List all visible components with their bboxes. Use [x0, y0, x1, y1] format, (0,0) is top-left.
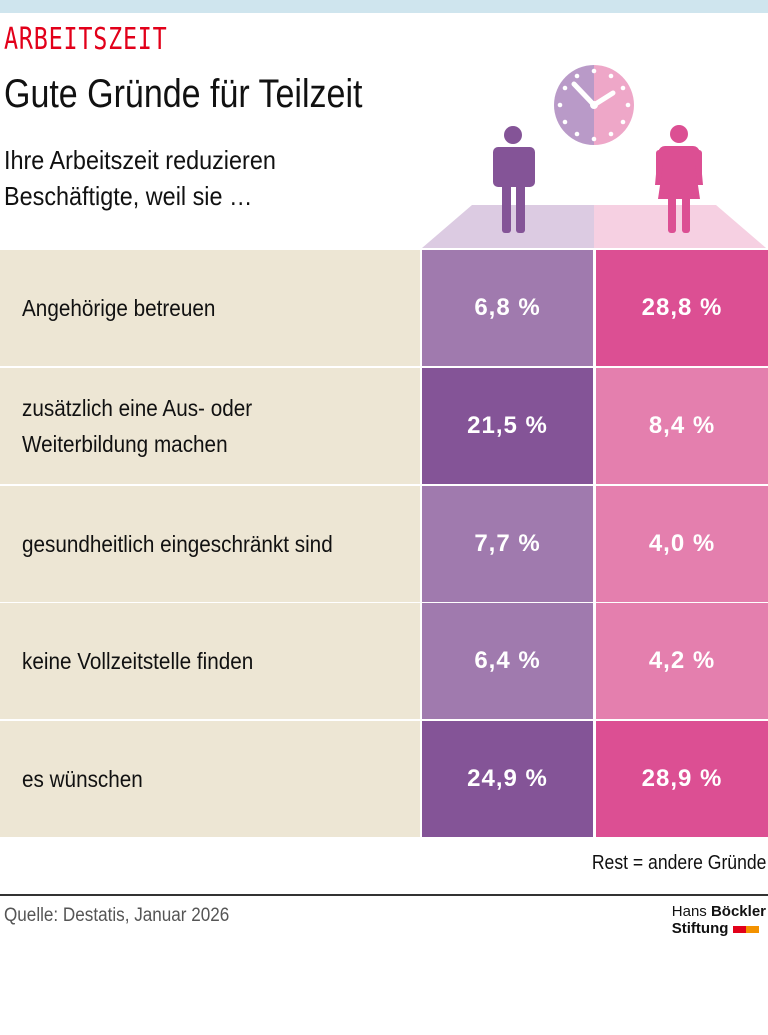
women-floor: [594, 205, 766, 248]
woman-icon: [655, 125, 703, 233]
table-row: Angehörige betreuen 6,8 % 28,8 %: [0, 250, 768, 366]
men-value-cell: 7,7 %: [422, 486, 593, 602]
reason-label: gesundheitlich eingeschränkt sind: [0, 486, 420, 602]
reason-text: zusätzlich eine Aus- oder Weiterbildung …: [22, 395, 253, 457]
kicker: ARBEITSZEIT: [4, 22, 168, 57]
subtitle-line-2: Beschäftigte, weil sie …: [4, 181, 253, 211]
table-row: es wünschen 24,9 % 28,9 %: [0, 721, 768, 837]
women-value-cell: 4,0 %: [596, 486, 768, 602]
reason-label: es wünschen: [0, 721, 420, 837]
men-value-cell: 21,5 %: [422, 368, 593, 484]
page-title: Gute Gründe für Teilzeit: [4, 72, 363, 116]
subtitle-line-1: Ihre Arbeitszeit reduzieren: [4, 145, 276, 175]
men-value-cell: 24,9 %: [422, 721, 593, 837]
reason-text: es wünschen: [22, 766, 143, 792]
source: Quelle: Destatis, Januar 2026: [4, 905, 230, 926]
women-value-cell: 4,2 %: [596, 603, 768, 719]
clock-icon: [554, 65, 634, 145]
header-illustration: [422, 65, 766, 248]
women-value-cell: 28,8 %: [596, 250, 768, 366]
men-value-cell: 6,4 %: [422, 603, 593, 719]
reason-label: zusätzlich eine Aus- oder Weiterbildung …: [0, 368, 420, 484]
reason-text: keine Vollzeitstelle finden: [22, 648, 254, 674]
reason-text: Angehörige betreuen: [22, 295, 216, 321]
subtitle: Ihre Arbeitszeit reduzieren Beschäftigte,…: [4, 142, 276, 214]
reason-text: gesundheitlich eingeschränkt sind: [22, 531, 333, 557]
table-row: gesundheitlich eingeschränkt sind 7,7 % …: [0, 486, 768, 602]
divider: [0, 894, 768, 896]
logo-text-3: Stiftung: [671, 920, 729, 937]
women-value-cell: 8,4 %: [596, 368, 768, 484]
reason-label: Angehörige betreuen: [0, 250, 420, 366]
footnote: Rest = andere Gründe: [591, 852, 766, 874]
top-bar: [0, 0, 768, 13]
table-row: keine Vollzeitstelle finden 6,4 % 4,2 %: [0, 603, 768, 719]
logo: Hans Böckler Stiftung: [672, 903, 766, 937]
women-value-cell: 28,9 %: [596, 721, 768, 837]
table-row: zusätzlich eine Aus- oder Weiterbildung …: [0, 368, 768, 484]
men-value-cell: 6,8 %: [422, 250, 593, 366]
man-icon: [493, 126, 535, 233]
reason-label: keine Vollzeitstelle finden: [0, 603, 420, 719]
logo-text-1: Hans: [671, 903, 707, 920]
logo-text-2: Böckler: [710, 903, 766, 920]
